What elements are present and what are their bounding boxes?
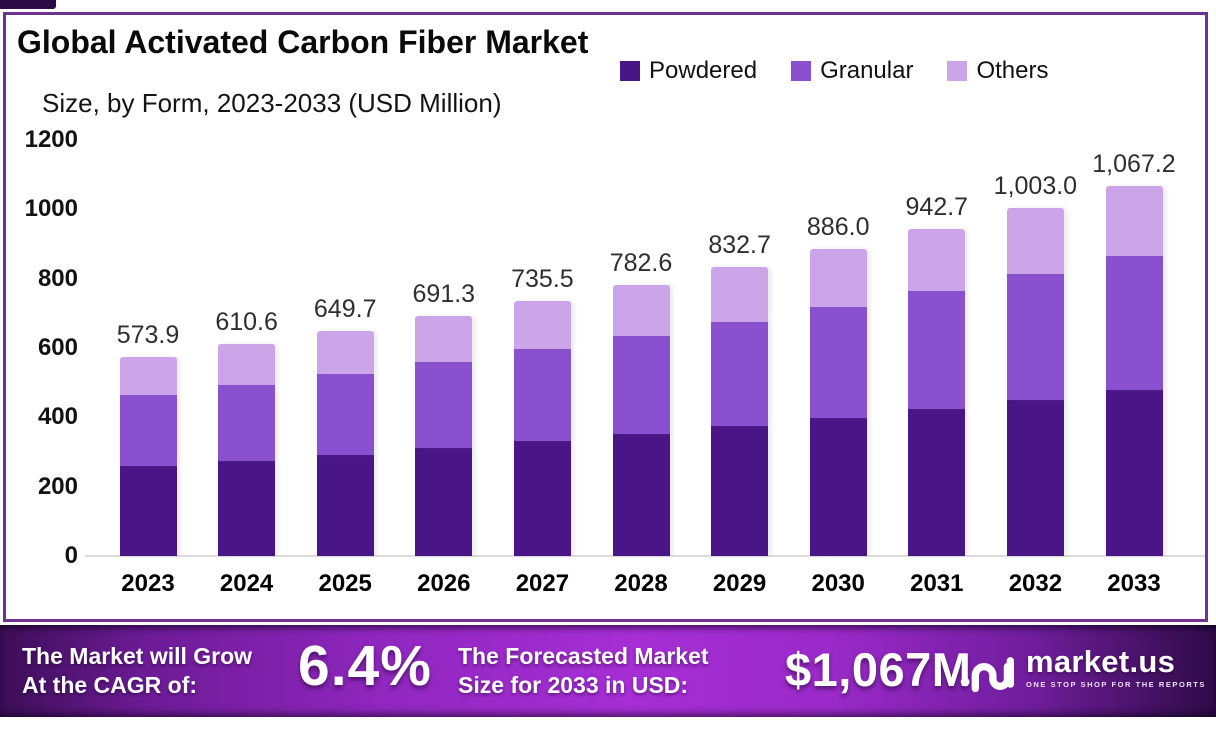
x-axis-label-2026: 2026 (417, 570, 471, 597)
legend-label-powdered: Powdered (649, 57, 758, 84)
bar-segment-powdered-2028 (612, 433, 670, 556)
bar-total-label-2028: 782.6 (609, 248, 673, 277)
corner-accent (0, 0, 56, 9)
x-axis-label-2032: 2032 (1008, 570, 1063, 597)
y-tick-label: 200 (37, 472, 78, 500)
y-tick-label: 1200 (24, 126, 78, 153)
x-axis-label-2027: 2027 (515, 570, 570, 597)
forecast-label: The Forecasted Market Size for 2033 in U… (458, 642, 709, 700)
x-axis-label-2025: 2025 (318, 570, 372, 597)
bar-total-label-2025: 649.7 (313, 294, 377, 323)
bar-segment-powdered-2029 (711, 426, 769, 556)
cagr-label-line1: The Market will Grow (22, 643, 253, 669)
brand-name: market.us (1026, 644, 1176, 679)
bar-segment-granular-2030 (809, 307, 867, 418)
x-axis-label-2029: 2029 (712, 570, 767, 597)
bar-segment-granular-2025 (316, 373, 374, 455)
forecast-label-line2: Size for 2033 in USD: (458, 672, 689, 698)
brand-text: market.us ONE STOP SHOP FOR THE REPORTS (1026, 644, 1206, 689)
bar-total-label-2023: 573.9 (116, 321, 180, 350)
bar-total-label-2026: 691.3 (412, 280, 476, 309)
bar-segment-powdered-2024 (218, 460, 276, 556)
bar-segment-others-2027 (513, 301, 571, 350)
x-axis-label-2028: 2028 (614, 570, 668, 597)
x-axis-label-2033: 2033 (1107, 570, 1161, 597)
bar-segment-others-2024 (218, 344, 276, 385)
stacked-bar-chart: 0 200 400 600 800 1000 1200 573.9 2023 610.6 2024 6… (24, 126, 1205, 597)
legend-swatch-powdered (620, 61, 640, 81)
legend-label-others: Others (976, 57, 1049, 84)
bar-segment-granular-2027 (513, 349, 571, 442)
marketus-logo-icon (960, 657, 1014, 693)
bar-segment-granular-2026 (415, 361, 473, 449)
y-tick-label: 1000 (24, 195, 78, 223)
legend-item-granular: Granular (791, 57, 913, 85)
bar-segment-powdered-2031 (908, 408, 966, 556)
bar-total-label-2032: 1,003.0 (993, 172, 1078, 201)
bar-segment-powdered-2027 (513, 441, 571, 556)
x-axis-label-2024: 2024 (219, 570, 274, 597)
bar-segment-powdered-2033 (1105, 389, 1163, 556)
x-axis-label-2030: 2030 (811, 570, 865, 597)
bar-segment-granular-2029 (711, 322, 769, 427)
cagr-label-line2: At the CAGR of: (22, 672, 198, 698)
bar-segment-granular-2031 (908, 291, 966, 409)
bar-segment-others-2026 (415, 316, 473, 362)
bar-segment-others-2032 (1006, 208, 1064, 275)
bar-segment-others-2025 (316, 330, 374, 374)
bar-segment-powdered-2023 (119, 466, 177, 556)
y-tick-label: 600 (37, 334, 78, 361)
bar-segment-others-2023 (119, 357, 177, 395)
legend-label-granular: Granular (820, 57, 914, 84)
legend-item-others: Others (947, 57, 1048, 85)
y-tick-label: 0 (64, 542, 78, 569)
cagr-label: The Market will Grow At the CAGR of: (22, 642, 252, 700)
bar-total-label-2024: 610.6 (215, 308, 278, 337)
bar-segment-others-2029 (711, 267, 769, 323)
chart-subtitle: Size, by Form, 2023-2033 (USD Million) (42, 88, 502, 118)
bar-total-label-2030: 886.0 (806, 212, 870, 241)
bar-total-label-2033: 1,067.2 (1092, 150, 1176, 179)
bar-segment-powdered-2025 (316, 454, 374, 556)
forecast-label-line1: The Forecasted Market (458, 643, 709, 669)
forecast-value: $1,067M (785, 643, 972, 696)
bar-segment-granular-2023 (119, 394, 177, 467)
legend-swatch-others (947, 61, 968, 81)
x-axis-line (85, 555, 1205, 557)
cagr-value: 6.4% (298, 634, 432, 698)
bar-total-label-2027: 735.5 (511, 265, 574, 294)
bar-segment-others-2031 (908, 229, 966, 292)
legend-swatch-granular (791, 61, 812, 81)
bar-segment-granular-2032 (1006, 274, 1064, 400)
bar-total-label-2029: 832.7 (708, 231, 771, 260)
footer-banner: The Market will Grow At the CAGR of: 6.4… (0, 625, 1216, 717)
bar-segment-granular-2024 (218, 384, 276, 461)
bar-segment-others-2028 (612, 284, 670, 337)
x-axis-label-2031: 2031 (910, 570, 964, 597)
y-tick-label: 400 (37, 403, 78, 431)
y-tick-label: 800 (37, 264, 78, 292)
x-axis-label-2023: 2023 (121, 570, 175, 597)
brand-tagline: ONE STOP SHOP FOR THE REPORTS (1026, 680, 1206, 689)
marketus-logo: market.us ONE STOP SHOP FOR THE REPORTS (960, 644, 1206, 695)
bar-segment-powdered-2032 (1006, 399, 1064, 556)
bar-segment-others-2033 (1105, 186, 1163, 257)
legend-item-powdered: Powdered (620, 57, 757, 85)
bar-segment-others-2030 (809, 248, 867, 308)
bar-segment-powdered-2026 (415, 448, 473, 556)
bar-segment-granular-2033 (1105, 256, 1163, 390)
bar-segment-granular-2028 (612, 336, 670, 434)
chart-title: Global Activated Carbon Fiber Market (17, 24, 589, 60)
bar-segment-powdered-2030 (809, 417, 867, 556)
bar-total-label-2031: 942.7 (905, 193, 969, 222)
legend: Powdered Granular Others (620, 57, 1048, 85)
